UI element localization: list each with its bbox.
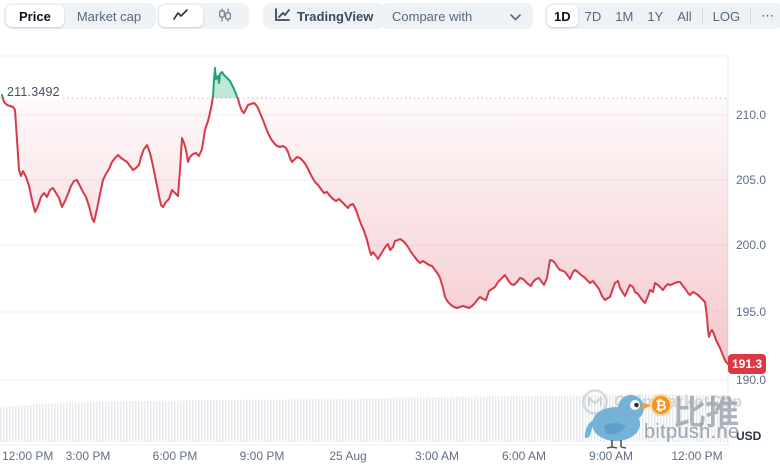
x-tick-label: 6:00 PM — [152, 449, 198, 463]
log-scale-button[interactable]: LOG — [712, 8, 741, 24]
x-tick-label: 12:00 PM — [2, 449, 54, 463]
bitpush-watermark-text: bitpush.ne — [644, 421, 740, 443]
chevron-down-icon — [510, 9, 521, 24]
range-divider — [750, 9, 752, 23]
candlestick-icon — [218, 8, 232, 25]
currency-label: USD — [736, 429, 762, 443]
tradingview-label: TradingView — [297, 8, 374, 24]
x-tick-label: 6:00 AM — [501, 449, 547, 463]
y-tick-label: 205.0 — [736, 173, 767, 187]
tradingview-button[interactable]: TradingView — [263, 3, 386, 29]
line-chart-icon — [173, 8, 189, 24]
range-button-all[interactable]: All — [677, 8, 692, 24]
more-options-button[interactable]: ⋯ — [761, 8, 775, 23]
x-tick-label: 9:00 AM — [588, 449, 634, 463]
bitui-watermark-text: 比推 — [673, 394, 739, 431]
compare-with-label: Compare with — [392, 8, 473, 24]
market-cap-tab[interactable]: Market cap — [76, 8, 142, 24]
x-tick-label: 3:00 PM — [65, 449, 111, 463]
bitcoin-coin-icon: ₿ — [650, 394, 672, 416]
x-tick-label: 12:00 PM — [671, 449, 723, 463]
range-button-1y[interactable]: 1Y — [647, 8, 664, 24]
y-tick-label: 200.0 — [736, 238, 767, 252]
line-chart-type-button[interactable] — [159, 5, 203, 27]
last-price-badge: 191.3 — [728, 354, 766, 374]
metric-toggle-group: Price Market cap — [4, 3, 157, 29]
price-tab[interactable]: Price — [6, 5, 64, 27]
price-line-down-segment — [1, 98, 728, 365]
chart-type-toggle-group — [157, 3, 249, 29]
y-tick-label: 210.0 — [736, 108, 767, 122]
x-tick-label: 3:00 AM — [414, 449, 460, 463]
compare-with-dropdown[interactable]: Compare with — [380, 3, 533, 29]
x-tick-label: 25 Aug — [329, 449, 367, 463]
price-area-up — [2, 68, 728, 98]
candlestick-chart-type-button[interactable] — [203, 5, 247, 27]
y-tick-label: 190.0 — [736, 373, 767, 387]
tradingview-icon — [275, 8, 290, 24]
coinmarketcap-logo-icon — [582, 389, 608, 415]
baseline-price-label: 211.3492 — [4, 85, 63, 99]
range-button-1d[interactable]: 1D — [547, 5, 578, 27]
twitter-bird-logo — [584, 395, 652, 449]
range-button-1m[interactable]: 1M — [615, 8, 634, 24]
time-range-group: 1D 7D 1M 1Y All LOG ⋯ — [545, 3, 780, 29]
range-button-7d[interactable]: 7D — [584, 8, 602, 24]
x-tick-label: 9:00 PM — [239, 449, 285, 463]
y-tick-label: 195.0 — [736, 305, 767, 319]
range-divider — [701, 9, 703, 23]
